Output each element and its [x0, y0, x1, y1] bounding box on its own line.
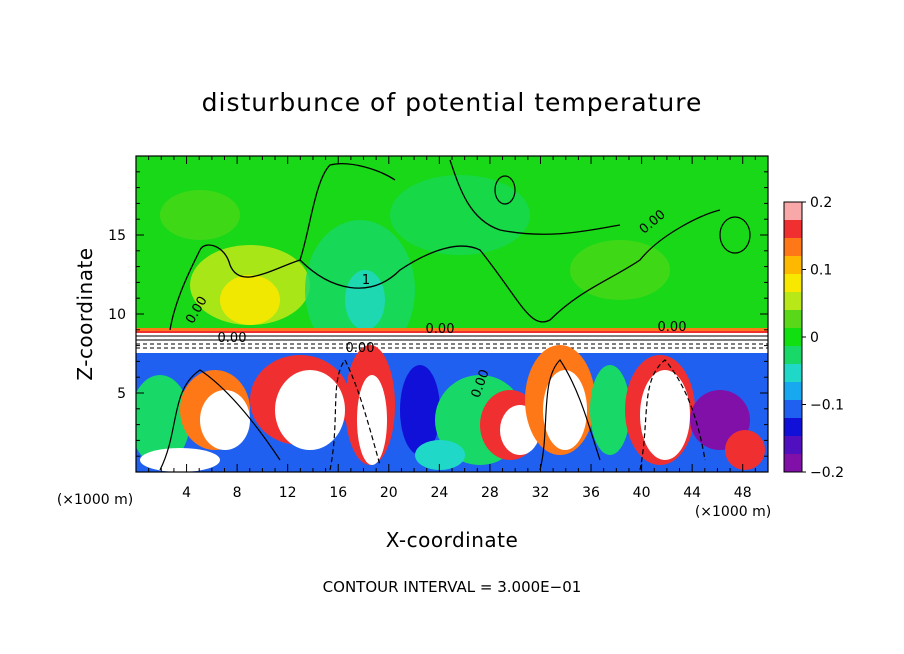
x-tick-label: 48	[734, 485, 752, 501]
x-tick-label: 8	[233, 485, 242, 501]
contour-label: 0.00	[426, 322, 455, 337]
x-tick-label: 16	[329, 485, 347, 501]
contour-label: 0.00	[218, 331, 247, 346]
x-tick-label: 32	[532, 485, 550, 501]
y-axis-title: Z-coordinate	[73, 247, 97, 380]
x-tick-label: 12	[279, 485, 297, 501]
colorbar-swatch	[784, 292, 802, 311]
x-tick-label: 40	[633, 485, 651, 501]
x-unit-label: (×1000 m)	[57, 492, 133, 508]
colorbar-swatch	[784, 256, 802, 275]
y-tick-label: 5	[117, 386, 126, 402]
heatmap-field	[136, 156, 768, 472]
colorbar-swatch	[784, 454, 802, 473]
colorbar-swatch	[784, 202, 802, 221]
contour-label: 0.00	[658, 320, 687, 335]
x-unit-label-right: (×1000 m)	[695, 504, 771, 520]
colorbar-swatch	[784, 238, 802, 257]
y-axis-ticks: 5 10 15	[108, 155, 768, 473]
colorbar-tick-label: 0.2	[810, 195, 832, 211]
colorbar-tick-label: −0.1	[810, 398, 844, 414]
contour-label: 1	[362, 273, 370, 288]
x-tick-label: 4	[182, 485, 191, 501]
colorbar-tick-label: 0.1	[810, 263, 832, 279]
colorbar-swatch	[784, 328, 802, 347]
colorbar-swatch	[784, 400, 802, 419]
x-axis-ticks: 4 8 12 16 20 24 28 32 36 40 44 48	[135, 156, 769, 501]
chart-title: disturbunce of potential temperature	[202, 88, 703, 117]
y-tick-label: 10	[108, 307, 126, 323]
x-axis-title: X-coordinate	[386, 528, 519, 552]
colorbar-swatch	[784, 436, 802, 455]
contour-label: 0.00	[346, 341, 375, 356]
y-tick-label: 15	[108, 228, 126, 244]
colorbar-swatch	[784, 310, 802, 329]
colorbar-swatch	[784, 220, 802, 239]
colorbar-swatch	[784, 364, 802, 383]
colorbar-tick-label: −0.2	[810, 465, 844, 481]
x-tick-label: 44	[683, 485, 701, 501]
x-tick-label: 24	[430, 485, 448, 501]
colorbar-swatch	[784, 382, 802, 401]
contour-interval-label: CONTOUR INTERVAL = 3.000E−01	[323, 578, 582, 596]
colorbar	[783, 201, 803, 473]
colorbar-swatch	[784, 274, 802, 293]
colorbar-tick-label: 0	[810, 330, 819, 346]
colorbar-ticks: 0.2 0.1 0 −0.1 −0.2	[802, 195, 844, 481]
x-tick-label: 20	[380, 485, 398, 501]
x-tick-label: 28	[481, 485, 499, 501]
colorbar-swatch	[784, 418, 802, 437]
x-tick-label: 36	[582, 485, 600, 501]
colorbar-swatch	[784, 346, 802, 365]
